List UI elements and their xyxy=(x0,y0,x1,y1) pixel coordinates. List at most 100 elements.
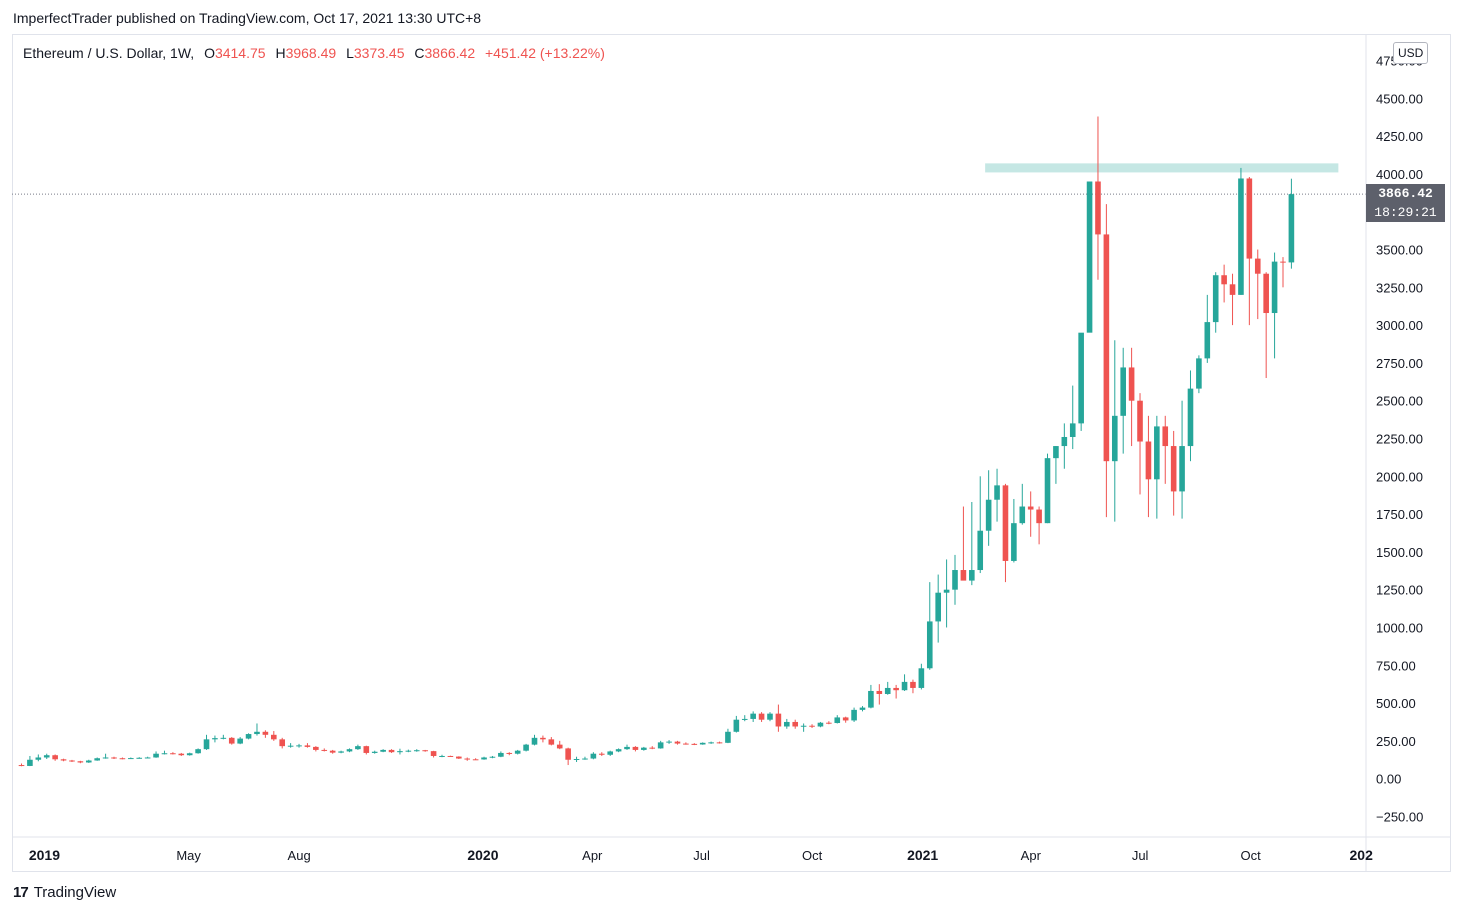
candle-body xyxy=(834,717,841,724)
candle-body xyxy=(77,761,84,763)
candle-body xyxy=(472,759,479,761)
chart-frame xyxy=(12,34,1451,872)
candle-body xyxy=(868,690,874,708)
bar-countdown: 18:29:21 xyxy=(1374,205,1437,220)
tradingview-logo-icon[interactable]: 17 xyxy=(13,884,29,901)
candle-down xyxy=(960,506,967,581)
candle-body xyxy=(245,734,252,739)
legend-low-value: 3373.45 xyxy=(353,45,405,61)
candle-body xyxy=(884,687,891,694)
candle-up xyxy=(1288,178,1295,269)
candle-up xyxy=(1069,385,1076,450)
candle-up xyxy=(1061,423,1068,469)
candle-down xyxy=(632,746,639,752)
candle-up xyxy=(413,749,420,752)
candle-down xyxy=(119,757,126,760)
candle-body xyxy=(960,570,967,581)
candle-up xyxy=(489,755,496,759)
candle-body xyxy=(1086,181,1093,333)
candle-body xyxy=(615,749,622,752)
candle-body xyxy=(1280,261,1286,263)
candle-body xyxy=(355,746,361,750)
legend-close-value: 3866.42 xyxy=(424,45,476,61)
time-axis[interactable]: 2019 May Aug 2020 Apr Jul Oct 2021 Apr Jul Oct 202 xyxy=(29,847,1373,863)
candle-up xyxy=(607,750,613,756)
candle-up xyxy=(750,711,756,722)
candle-body xyxy=(439,755,445,757)
currency-badge[interactable]: USD xyxy=(1393,42,1429,64)
candle-up xyxy=(195,748,201,754)
candle-down xyxy=(1145,415,1152,518)
time-tick-label: 202 xyxy=(1350,847,1374,863)
candle-body xyxy=(657,742,664,749)
price-tick-label: 0.00 xyxy=(1376,772,1401,787)
candle-body xyxy=(632,746,639,750)
candle-down xyxy=(472,758,479,761)
candle-up xyxy=(237,737,243,745)
price-tick-label: 2250.00 xyxy=(1376,432,1423,447)
candle-down xyxy=(506,752,513,756)
legend-high-value: 3968.49 xyxy=(285,45,337,61)
candle-down xyxy=(792,719,799,729)
candle-body xyxy=(464,758,471,760)
candle-body xyxy=(901,681,908,691)
candle-up xyxy=(186,752,193,756)
price-chart[interactable]: 4500.00 4250.00 4000.00 3500.00 3250.00 3000.… xyxy=(12,34,1451,872)
candle-body xyxy=(136,757,143,759)
candle-body xyxy=(699,742,706,745)
candle-body xyxy=(35,757,42,760)
candle-body xyxy=(994,485,1000,500)
candle-up xyxy=(884,681,891,695)
candle-body xyxy=(405,750,412,752)
candle-down xyxy=(178,752,185,756)
candle-body xyxy=(262,731,269,735)
candle-down xyxy=(809,724,815,729)
candle-up xyxy=(817,721,824,728)
legend-symbol: Ethereum / U.S. Dollar, 1W, xyxy=(23,45,195,61)
candle-body xyxy=(784,721,790,727)
price-axis[interactable]: 4500.00 4250.00 4000.00 3500.00 3250.00 3000.… xyxy=(1376,54,1423,825)
candle-down xyxy=(758,712,765,722)
candle-down xyxy=(313,746,319,752)
candle-up xyxy=(85,759,92,763)
candle-down xyxy=(649,746,656,750)
candle-down xyxy=(1095,116,1101,280)
candle-body xyxy=(52,755,58,760)
candle-body xyxy=(809,725,815,727)
candle-up xyxy=(43,753,50,759)
candle-up xyxy=(287,743,294,748)
candle-body xyxy=(607,751,613,755)
candle-body xyxy=(1212,275,1219,323)
candle-down xyxy=(674,740,681,745)
candle-body xyxy=(296,745,302,747)
candle-down xyxy=(77,760,84,764)
candle-down xyxy=(228,737,235,745)
candle-body xyxy=(203,739,210,750)
candle-up xyxy=(371,750,378,754)
resistance-zone[interactable] xyxy=(985,163,1339,173)
candle-up xyxy=(851,707,857,722)
candle-body xyxy=(111,757,117,759)
candle-body xyxy=(1238,178,1244,295)
candle-down xyxy=(447,755,454,757)
footer-brand[interactable]: TradingView xyxy=(33,884,117,901)
candle-down xyxy=(893,684,899,699)
candle-body xyxy=(1128,367,1135,401)
candle-body xyxy=(573,758,580,760)
candle-body xyxy=(254,731,260,735)
candle-body xyxy=(716,742,723,744)
candle-up xyxy=(161,750,168,755)
candle-body xyxy=(1221,275,1227,285)
candle-body xyxy=(775,713,782,727)
candle-down xyxy=(1263,272,1269,379)
candle-body xyxy=(489,756,496,758)
time-tick-label: May xyxy=(176,848,201,863)
candle-up xyxy=(1238,167,1244,295)
candle-body xyxy=(161,753,168,755)
candle-body xyxy=(565,748,571,760)
candle-up xyxy=(918,663,925,690)
candle-body xyxy=(279,739,286,747)
candle-down xyxy=(60,758,67,762)
candle-body xyxy=(498,752,504,757)
candle-up xyxy=(1120,347,1127,454)
